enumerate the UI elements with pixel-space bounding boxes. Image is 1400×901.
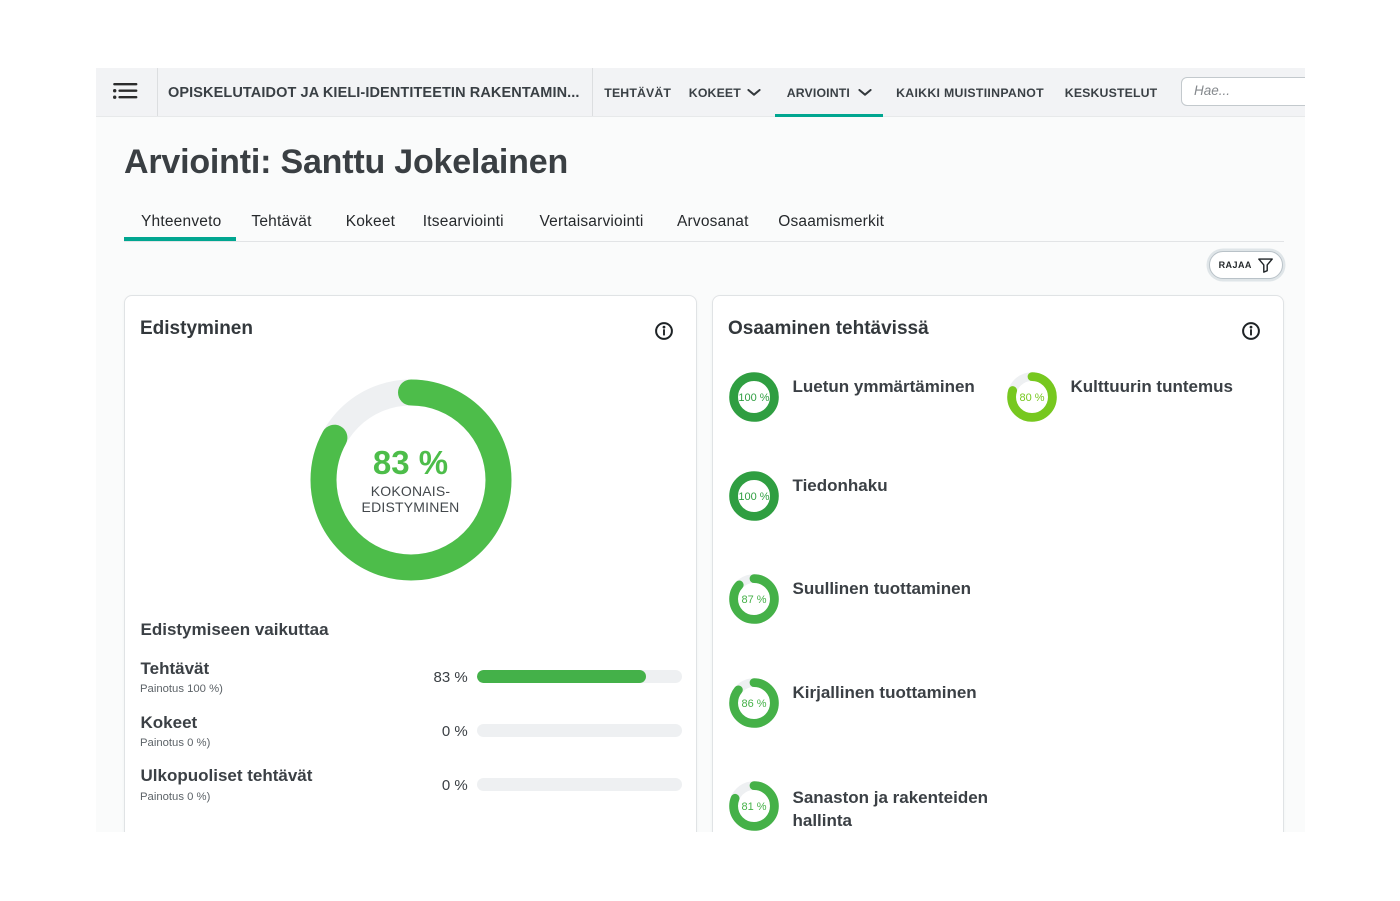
svg-text:100 %: 100 % [738, 392, 769, 404]
svg-text:81 %: 81 % [741, 801, 766, 813]
svg-text:80 %: 80 % [1019, 392, 1044, 404]
svg-text:100 %: 100 % [738, 491, 769, 503]
svg-text:86 %: 86 % [741, 698, 766, 710]
svg-text:87 %: 87 % [741, 594, 766, 606]
